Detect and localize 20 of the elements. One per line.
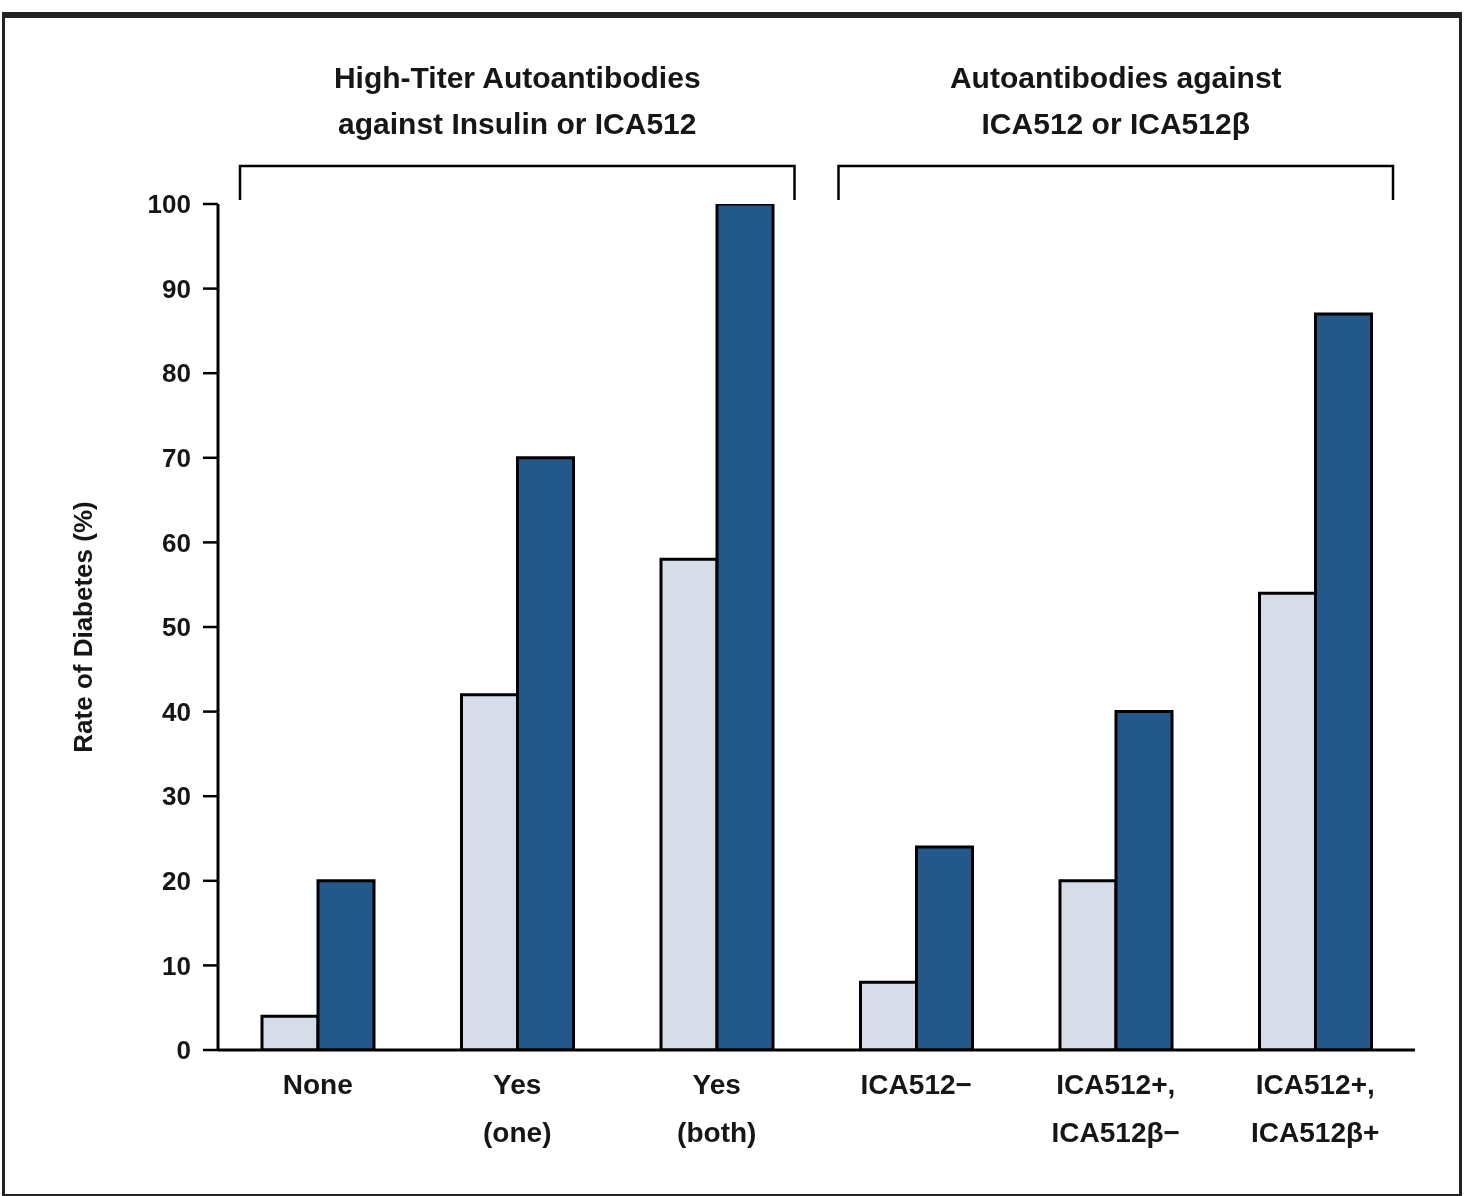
x-tick-label: Yes (one) [483,1069,552,1148]
x-tick-label: Yes (both) [677,1069,757,1148]
x-tick-label: ICA512+, ICA512β− [1051,1069,1180,1148]
x-tick-label: ICA512− [860,1069,972,1100]
y-tick-label: 0 [176,1035,191,1066]
y-tick-label: 20 [162,866,191,897]
y-tick-label: 30 [162,781,191,812]
x-tick-label: ICA512+, ICA512β+ [1251,1069,1380,1148]
y-tick-label: 100 [147,189,191,220]
y-tick-label: 60 [162,527,191,558]
text: High-Titer Autoantibodies against Insulin or ICA512 [333,61,701,140]
y-tick-label: 70 [162,443,191,474]
x-tick-label: None [282,1069,353,1100]
y-tick-label: 80 [162,358,191,389]
y-tick-label: 50 [162,612,191,643]
y-axis-title: Rate of Diabetes (%) [68,501,98,753]
y-tick-label: 10 [162,950,191,981]
y-tick-label: 40 [162,696,191,727]
y-tick-label: 90 [162,273,191,304]
text: Autoantibodies against ICA512 or ICA512β [949,61,1282,140]
